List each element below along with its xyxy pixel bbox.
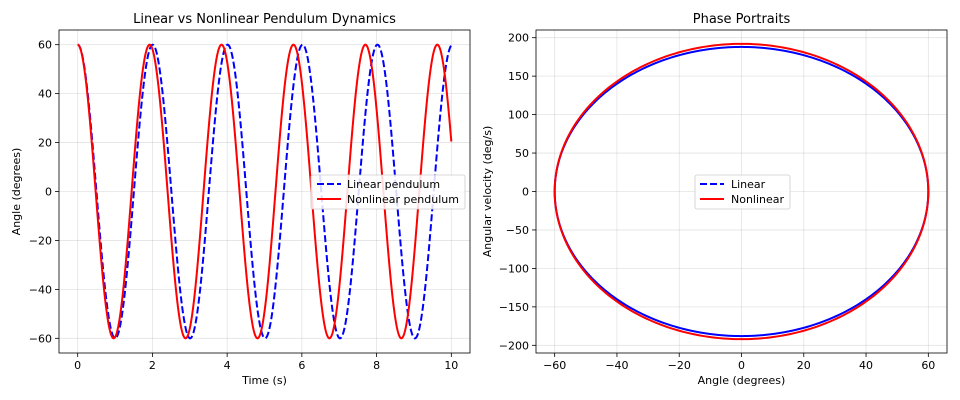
legend-label-linear: Linear xyxy=(731,178,766,191)
y-tick-label: −20 xyxy=(29,234,52,247)
y-tick-label: 0 xyxy=(522,186,529,199)
series-group xyxy=(77,43,453,340)
legend: Linear pendulum Nonlinear pendulum xyxy=(310,174,466,210)
x-axis-label: Angle (degrees) xyxy=(698,374,786,387)
x-tick-label: 4 xyxy=(224,359,231,372)
x-tick-label: 20 xyxy=(797,359,811,372)
legend-label-nonlinear: Nonlinear xyxy=(731,193,785,206)
ticks: −60 −40 −20 0 20 40 60−200−150−100−50050100150… xyxy=(499,32,936,372)
phase-portrait-chart: −60 −40 −20 0 20 40 60−200−150−100−50050100150… xyxy=(481,12,948,387)
y-tick-label: −200 xyxy=(499,339,529,352)
grid xyxy=(536,30,947,353)
y-tick-label: 60 xyxy=(38,39,52,52)
y-tick-label: 0 xyxy=(45,186,52,199)
legend-label-nonlinear: Nonlinear pendulum xyxy=(347,193,459,206)
series-group xyxy=(553,42,930,341)
legend-box xyxy=(694,174,791,210)
x-tick-label: 0 xyxy=(738,359,745,372)
legend: Linear Nonlinear xyxy=(694,174,791,210)
y-tick-label: −100 xyxy=(499,262,529,275)
x-axis-label: Time (s) xyxy=(241,374,287,387)
ticks: 0 2 4 6 8 10 −60 −40 −20 0 20 40 60 xyxy=(29,39,459,372)
y-tick-label: 20 xyxy=(38,137,52,150)
y-tick-label: 40 xyxy=(38,88,52,101)
chart-title: Phase Portraits xyxy=(693,12,791,27)
x-tick-label: 10 xyxy=(444,359,458,372)
y-axis-label: Angle (degrees) xyxy=(10,148,23,236)
series-line-nonlinear xyxy=(553,42,930,341)
x-tick-label: 6 xyxy=(298,359,305,372)
pendulum-time-chart: 0 2 4 6 8 10 −60 −40 −20 0 20 40 60 Linear vs Nonlin… xyxy=(10,12,471,387)
x-tick-label: −20 xyxy=(668,359,691,372)
x-tick-label: 60 xyxy=(921,359,935,372)
y-tick-label: 200 xyxy=(508,32,529,45)
y-tick-label: −60 xyxy=(29,332,52,345)
y-tick-label: 150 xyxy=(508,70,529,83)
x-tick-label: 40 xyxy=(859,359,873,372)
y-tick-label: 100 xyxy=(508,109,529,122)
y-tick-label: −50 xyxy=(506,224,529,237)
y-tick-label: 50 xyxy=(515,147,529,160)
x-tick-label: 2 xyxy=(149,359,156,372)
x-tick-label: −60 xyxy=(543,359,566,372)
legend-box xyxy=(310,174,466,210)
x-tick-label: 0 xyxy=(74,359,81,372)
series-line-nonlinear xyxy=(77,43,453,340)
legend-label-linear: Linear pendulum xyxy=(347,178,440,191)
y-axis-label: Angular velocity (deg/s) xyxy=(481,126,494,258)
y-tick-label: −40 xyxy=(29,283,52,296)
x-tick-label: −40 xyxy=(605,359,628,372)
chart-title: Linear vs Nonlinear Pendulum Dynamics xyxy=(133,12,396,27)
y-tick-label: −150 xyxy=(499,301,529,314)
x-tick-label: 8 xyxy=(373,359,380,372)
